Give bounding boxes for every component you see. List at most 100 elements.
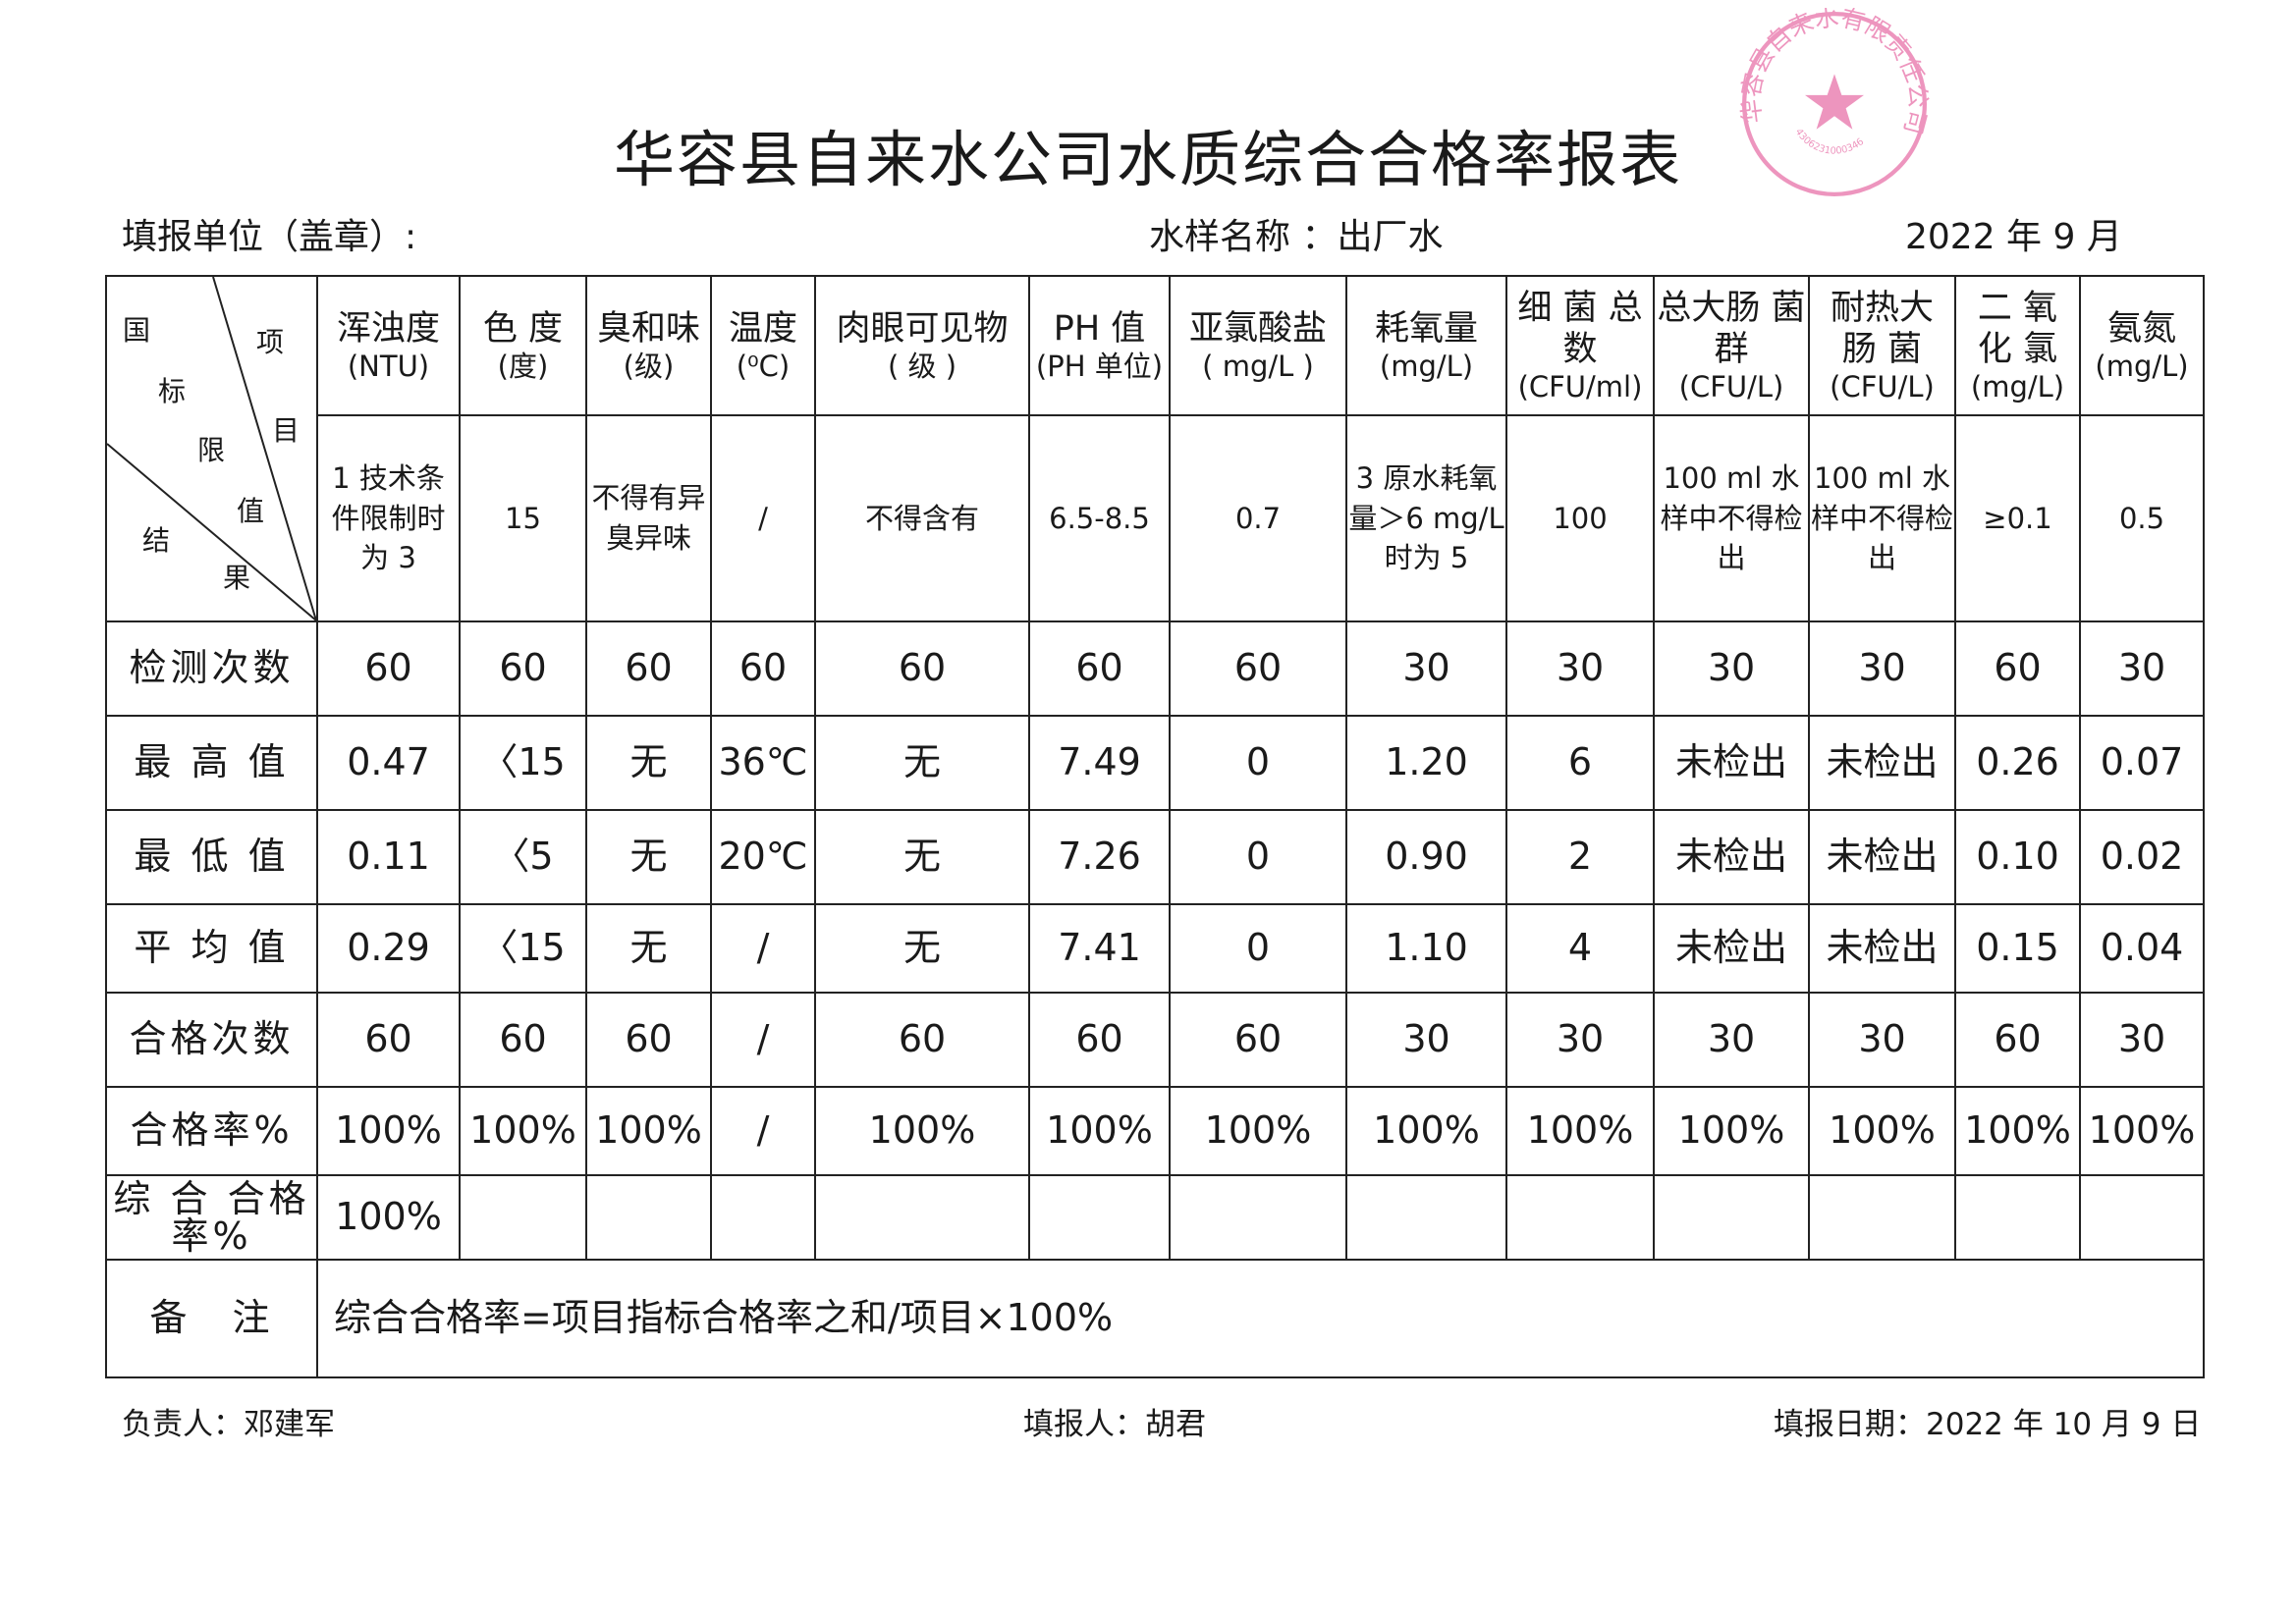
column-unit: (CFU/L) (1830, 369, 1935, 404)
limit-value: 不得含有 (814, 414, 1030, 622)
table-cell: 30 (1653, 992, 1810, 1088)
table-cell: 60 (585, 620, 712, 717)
empty-cell (459, 1174, 587, 1261)
column-header: 耐热大 肠 菌 (CFU/L) (1808, 275, 1956, 416)
table-cell: 100% (1954, 1086, 2081, 1176)
table-cell: 无 (585, 809, 712, 905)
table-cell: 60 (1169, 620, 1347, 717)
seal-code: 4306231000346 (1793, 127, 1867, 156)
table-cell: 0.04 (2079, 903, 2205, 994)
empty-cell (2079, 1174, 2205, 1261)
empty-cell (585, 1174, 712, 1261)
limit-value: 3 原水耗氧量＞6 mg/L 时为 5 (1345, 414, 1507, 622)
column-header: 臭和味 (级) (585, 275, 712, 416)
empty-cell (1505, 1174, 1655, 1261)
table-cell: 7.41 (1028, 903, 1171, 994)
table-cell: 无 (814, 715, 1030, 811)
column-unit: (mg/L) (1379, 349, 1474, 383)
table-cell: / (710, 903, 816, 994)
limit-value: 100 (1505, 414, 1655, 622)
corner-label: 项 (256, 326, 285, 358)
column-unit: (mg/L) (1970, 369, 2065, 404)
column-header: 细 菌 总 数 (CFU/ml) (1505, 275, 1655, 416)
table-row: 平 均 值 0.29 〈15 无 / 无 7.41 0 1.10 4 未检出 未检出 0.15 0.04 (105, 903, 2205, 994)
row-label: 合格次数 (105, 992, 318, 1088)
filler: 填报人：胡君 (1023, 1407, 1206, 1442)
table-cell: 0.90 (1345, 809, 1507, 905)
row-label: 合格率% (105, 1086, 318, 1176)
company-seal: 华容县自来水有限责任公司 4306231000346 (1738, 8, 1931, 197)
water-quality-table: 国 标 限 值 结 果 项 目 浑浊度 (NTU) 色 度 (度) 臭和味 (级) 温度 (⁰… (105, 275, 2205, 1378)
column-unit: (mg/L) (2095, 349, 2189, 383)
table-cell: 36℃ (710, 715, 816, 811)
seal-text: 华容县自来水有限责任公司 (1738, 8, 1931, 137)
table-cell: 1.10 (1345, 903, 1507, 994)
table-cell: 100% (459, 1086, 587, 1176)
column-name: 臭和味 (596, 308, 700, 349)
corner-label: 果 (223, 562, 251, 594)
limit-value: 100 ml 水样中不得检出 (1653, 414, 1810, 622)
table-cell: 60 (710, 620, 816, 717)
column-name: 亚氯酸盐 (1188, 308, 1327, 349)
table-cell: 60 (316, 620, 461, 717)
limit-value: 0.7 (1169, 414, 1347, 622)
empty-cell (1345, 1174, 1507, 1261)
table-cell: 30 (1808, 992, 1956, 1088)
table-cell: 30 (2079, 620, 2205, 717)
table-cell: 100% (316, 1086, 461, 1176)
overall-label: 综 合 合格率% (105, 1174, 318, 1261)
table-row: 合格次数 60 60 60/60 60 60 30 30 30 30 60 30 (105, 992, 2205, 1088)
column-name: 耗氧量 (1374, 308, 1478, 349)
empty-cell (1954, 1174, 2081, 1261)
limit-value: ≥0.1 (1954, 414, 2081, 622)
empty-cell (1808, 1174, 1956, 1261)
table-cell: 1.20 (1345, 715, 1507, 811)
empty-cell (1028, 1174, 1171, 1261)
column-name: 总大肠 菌 群 (1657, 288, 1806, 369)
svg-text:华容县自来水有限责任公司: 华容县自来水有限责任公司 (1738, 8, 1931, 137)
empty-cell (814, 1174, 1030, 1261)
table-cell: 0.15 (1954, 903, 2081, 994)
sample-name: 水样名称 ：出厂水 (1149, 217, 1444, 257)
table-cell: 0.10 (1954, 809, 2081, 905)
column-unit: (⁰C) (736, 349, 791, 383)
table-cell: 未检出 (1653, 809, 1810, 905)
table-cell: 2 (1505, 809, 1655, 905)
table-cell: 0 (1169, 715, 1347, 811)
table-cell: 0.29 (316, 903, 461, 994)
table-cell: 〈15 (459, 715, 587, 811)
table-cell: 100% (1808, 1086, 1956, 1176)
table-cell: 60 (814, 620, 1030, 717)
column-name: 耐热大 肠 菌 (1830, 288, 1934, 369)
column-name: 温度 (728, 308, 797, 349)
column-name: 色 度 (482, 308, 564, 349)
column-unit: (度) (497, 349, 549, 383)
table-cell: 〈5 (459, 809, 587, 905)
table-cell: 60 (1169, 992, 1347, 1088)
table-cell: 未检出 (1653, 715, 1810, 811)
table-cell: 60 (585, 992, 712, 1088)
column-unit: ( 级 ) (887, 349, 957, 383)
table-cell: 100% (1505, 1086, 1655, 1176)
empty-cell (710, 1174, 816, 1261)
table-cell: 0.26 (1954, 715, 2081, 811)
remark-row: 备 注综合合格率=项目指标合格率之和/项目×100% (105, 1259, 2205, 1378)
limit-value: / (710, 414, 816, 622)
empty-cell (1169, 1174, 1347, 1261)
table-cell: 60 (459, 620, 587, 717)
report-period: 2022 年 9 月 (1905, 217, 2122, 257)
column-unit: ( mg/L ) (1202, 349, 1314, 383)
row-label: 检测次数 (105, 620, 318, 717)
table-cell: 100% (1345, 1086, 1507, 1176)
table-cell: 60 (1954, 992, 2081, 1088)
corner-label: 目 (272, 414, 301, 447)
table-cell: 0.47 (316, 715, 461, 811)
row-label: 最 高 值 (105, 715, 318, 811)
remark-label: 备 注 (105, 1259, 318, 1378)
table-cell: 100% (814, 1086, 1030, 1176)
table-cell: 未检出 (1808, 715, 1956, 811)
table-cell: 30 (1345, 992, 1507, 1088)
table-cell: 100% (1028, 1086, 1171, 1176)
table-cell: 0.07 (2079, 715, 2205, 811)
table-cell: 60 (316, 992, 461, 1088)
